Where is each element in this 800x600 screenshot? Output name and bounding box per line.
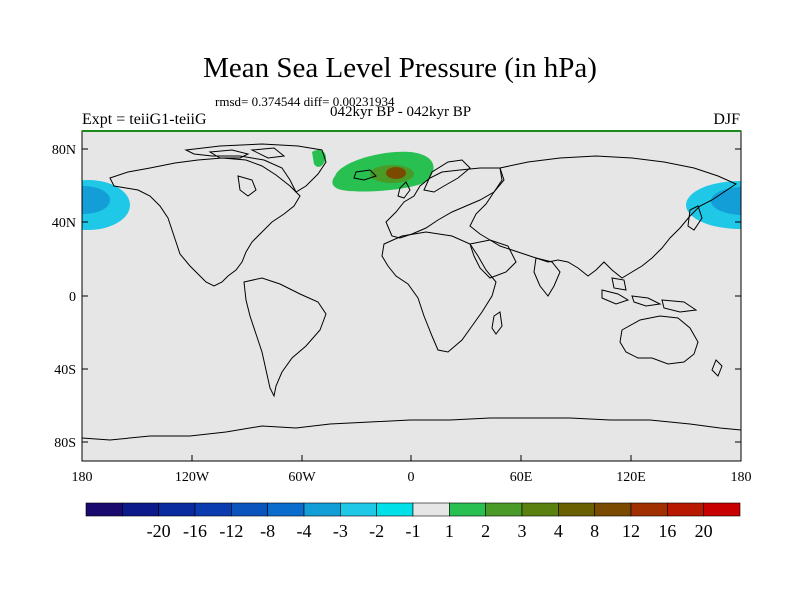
lon-label-120w: 120W: [175, 470, 210, 485]
colorbar-label: -4: [297, 521, 312, 541]
colorbar: -20 -16 -12 -8 -4 -3 -2 -1 1 2 3 4 8 12 16 20: [85, 502, 741, 541]
lat-label-0: 0: [69, 290, 76, 305]
colorbar-swatch: [485, 502, 523, 517]
colorbar-label: -20: [147, 521, 171, 541]
colorbar-label: 16: [658, 521, 676, 541]
coast-africa: [381, 231, 497, 353]
coast-japan: [687, 205, 703, 231]
greenland-positive-patch: [312, 150, 326, 167]
coast-antarctica: [82, 417, 741, 441]
colorbar-label: 3: [518, 521, 527, 541]
colorbar-label: 4: [554, 521, 563, 541]
lon-label-180w: 180: [72, 470, 93, 485]
colorbar-swatch: [703, 502, 741, 517]
colorbar-swatch: [85, 502, 123, 517]
colorbar-swatch: [449, 502, 486, 517]
colorbar-label: 1: [445, 521, 454, 541]
lon-label-0: 0: [408, 470, 415, 485]
colorbar-swatch: [594, 502, 632, 517]
pacific-low-inner-west: [82, 186, 110, 214]
map-plot: [81, 130, 742, 462]
lat-label-80n: 80N: [52, 143, 76, 158]
colorbar-swatch: [231, 502, 268, 517]
coast-indonesia: [601, 277, 662, 307]
colorbar-swatch: [630, 502, 668, 517]
lon-label-180e: 180: [731, 470, 752, 485]
lon-ticks: [81, 455, 742, 461]
lon-label-120e: 120E: [616, 470, 646, 485]
lon-label-60w: 60W: [288, 470, 316, 485]
colorbar-label: -12: [219, 521, 243, 541]
colorbar-swatch: [267, 502, 305, 517]
coastlines: [82, 143, 741, 441]
anomaly-shading: [82, 150, 741, 230]
coast-iceland: [353, 169, 377, 181]
lon-label-60e: 60E: [510, 470, 533, 485]
colorbar-label: 12: [622, 521, 640, 541]
colorbar-swatch: [412, 502, 450, 517]
colorbar-label: 2: [481, 521, 490, 541]
coast-britain: [397, 181, 411, 199]
coast-greenland: [184, 143, 327, 193]
colorbar-label: 8: [590, 521, 599, 541]
season-label: DJF: [713, 111, 740, 128]
colorbar-label: -8: [260, 521, 275, 541]
lat-label-80s: 80S: [54, 436, 76, 451]
colorbar-label: 20: [695, 521, 713, 541]
coast-hudson-bay: [237, 175, 257, 197]
colorbar-swatch: [340, 502, 377, 517]
atlantic-high-core: [386, 167, 406, 179]
pacific-low-inner-east: [711, 187, 741, 215]
lat-ticks: [82, 148, 741, 443]
coast-new-zealand: [711, 359, 723, 377]
colorbar-label: -2: [369, 521, 384, 541]
colorbar-swatch: [521, 502, 559, 517]
colorbar-swatch: [194, 502, 232, 517]
experiment-label: Expt = teiiG1-teiiG: [82, 111, 207, 128]
lat-label-40n: 40N: [52, 216, 76, 231]
stats-label: rmsd= 0.374544 diff= 0.00231934: [215, 94, 395, 109]
coast-scandinavia: [423, 159, 471, 193]
colorbar-swatch: [122, 502, 159, 517]
colorbar-label: -16: [183, 521, 207, 541]
coast-madagascar: [491, 311, 503, 335]
colorbar-swatch: [158, 502, 196, 517]
coast-arabia: [469, 239, 517, 279]
colorbar-swatch: [376, 502, 414, 517]
coast-south-america: [243, 277, 327, 398]
lat-label-40s: 40S: [54, 363, 76, 378]
colorbar-label: -1: [406, 521, 421, 541]
map-title: Mean Sea Level Pressure (in hPa): [203, 52, 597, 84]
colorbar-swatch: [667, 502, 704, 517]
coast-north-america: [109, 157, 301, 287]
colorbar-swatch: [303, 502, 341, 517]
coast-india: [533, 257, 561, 297]
colorbar-swatch: [558, 502, 595, 517]
coast-asia: [469, 155, 738, 279]
colorbar-label: -3: [333, 521, 348, 541]
coast-arctic-islands: [208, 147, 286, 159]
subtitle: 042kyr BP - 042kyr BP: [330, 104, 472, 120]
coast-australia: [619, 315, 699, 365]
coast-new-guinea: [661, 299, 698, 313]
